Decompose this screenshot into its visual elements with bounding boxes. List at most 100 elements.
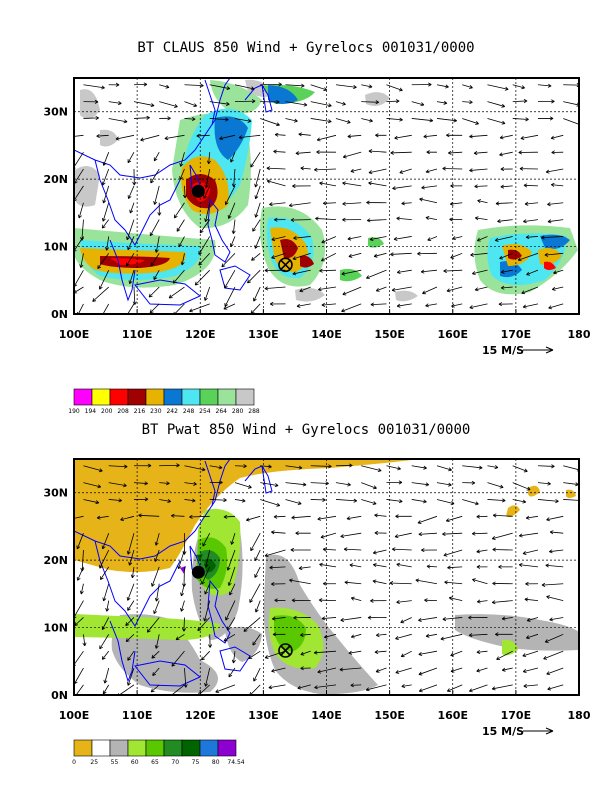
chart2-wind-arrow — [298, 566, 311, 571]
chart2-wind-arrow — [300, 650, 311, 656]
chart2-wind-arrow — [476, 599, 488, 604]
chart1-wind-arrow — [399, 168, 412, 174]
chart2-wind-arrow — [547, 684, 564, 691]
chart2-wind-arrow — [543, 650, 564, 660]
chart2-wind-arrow — [512, 499, 527, 504]
chart2-y-tick-label: 0N — [51, 689, 68, 702]
chart1-wind-arrow — [348, 252, 362, 258]
chart2-wind-arrow — [375, 633, 387, 638]
chart2-wind-arrow — [272, 632, 286, 637]
chart1-wind-arrow — [199, 219, 211, 234]
chart1-wind-arrow — [500, 269, 513, 274]
chart2-wind-arrow — [322, 581, 336, 586]
chart1-wind-arrow — [223, 303, 236, 310]
chart1-wind-arrow — [266, 166, 286, 171]
chart2-wind-arrow — [226, 617, 236, 631]
chart1-y-tick-label: 20N — [43, 173, 68, 186]
chart1-gyre-markers — [191, 184, 293, 273]
chart1-wind-arrow — [426, 150, 437, 155]
chart2-wind-arrow — [443, 549, 463, 557]
chart1-wind-arrow — [159, 84, 170, 89]
chart1-wind-arrow — [321, 302, 337, 307]
chart2-wind-arrow — [223, 633, 236, 642]
chart2-wind-arrow — [228, 583, 236, 596]
chart2-wind-arrow — [189, 514, 210, 519]
chart1-wind-arrow — [550, 134, 564, 140]
chart2-wind-arrow — [180, 600, 185, 612]
chart2-wind-arrow — [204, 667, 211, 687]
chart1-wind-arrow — [537, 83, 552, 88]
chart2-wind-arrow — [108, 482, 127, 488]
chart1-wind-arrow — [499, 134, 513, 140]
chart2-wind-arrow — [234, 464, 247, 469]
chart2-wind-arrow — [450, 650, 463, 657]
chart2-wind-arrow — [525, 633, 539, 640]
chart1-wind-arrow — [203, 185, 211, 200]
chart2-wind-arrow — [245, 515, 261, 522]
chart2-wind-arrow — [175, 633, 185, 641]
chart1-wind-arrow — [547, 202, 564, 207]
chart2-vector-scale-label: 15 M/S — [482, 725, 524, 738]
chart2-wind-arrow — [260, 482, 279, 488]
chart1-wind-arrow — [369, 236, 387, 242]
chart2-wind-arrow — [418, 617, 438, 622]
chart2-shading — [74, 459, 579, 695]
chart2-wind-arrow — [320, 532, 337, 539]
chart1-wind-arrow — [153, 151, 160, 162]
chart1-wind-arrow — [497, 219, 513, 224]
chart1-wind-arrow — [80, 219, 85, 241]
chart2-wind-arrow — [317, 515, 337, 521]
chart2-wind-arrow — [79, 583, 84, 595]
chart2-wind-arrow — [146, 617, 160, 633]
chart1-wind-arrow — [366, 200, 387, 205]
chart1-wind-arrow — [477, 199, 488, 204]
chart1-wind-arrow — [149, 219, 160, 237]
chart2-wind-arrow — [102, 684, 110, 695]
chart1-wind-arrow — [227, 202, 236, 219]
chart2-wind-arrow — [462, 480, 476, 485]
chart2-wind-arrow — [395, 514, 412, 519]
chart2-colorbar: 0 25 55 60 65 70 75 80 74.54 — [72, 739, 245, 766]
chart1-colorbar-swatch — [163, 388, 183, 406]
chart1-wind-arrow — [292, 252, 311, 261]
chart2-wind-arrow — [471, 531, 488, 536]
chart1-wind-arrow — [370, 302, 387, 307]
chart1-wind-arrow — [411, 101, 425, 107]
chart1-y-tick-label: 10N — [43, 241, 68, 254]
chart1-x-tick-label: 120E — [185, 328, 215, 341]
chart2-wind-arrow — [476, 667, 488, 673]
chart2-wind-arrow — [411, 482, 430, 487]
chart2-wind-arrow — [291, 515, 311, 520]
chart1-wind-arrow — [512, 84, 526, 90]
chart2-wind-arrow — [254, 566, 261, 578]
chart2-wind-arrow — [154, 583, 160, 602]
chart2-wind-arrow — [442, 617, 463, 622]
chart2-wind-arrow — [264, 549, 286, 558]
chart1-wind-arrow — [182, 185, 187, 199]
chart1-wind-arrow — [92, 286, 109, 302]
chart1-x-tick-label: 170E — [501, 328, 531, 341]
chart1-wind-arrow — [224, 269, 236, 289]
chart1-colorbar-swatch — [109, 388, 129, 406]
chart2-wind-arrow — [546, 515, 564, 522]
chart2-wind-arrow — [518, 562, 539, 568]
chart2-wind-arrow — [83, 499, 100, 505]
chart1-wind-arrow — [512, 99, 528, 104]
chart2-wind-arrow — [395, 667, 412, 674]
chart1-wind-arrow — [254, 168, 261, 188]
chart1-wind-arrow — [108, 101, 122, 106]
chart1-wind-arrow — [274, 217, 286, 222]
chart1-wind-arrow — [292, 184, 311, 189]
chart1-wind-arrow — [425, 168, 438, 174]
chart1-wind-arrow — [285, 101, 308, 107]
chart1-wind-arrow — [390, 150, 412, 155]
chart2-wind-arrow — [525, 515, 539, 520]
chart1-wind-arrow — [423, 134, 438, 139]
chart1-wind-arrow — [525, 235, 538, 240]
chart2-wind-arrow — [313, 650, 336, 655]
chart2-wind-arrow — [285, 499, 302, 506]
chart2-wind-arrow — [501, 667, 513, 672]
chart1-wind-arrow — [98, 269, 110, 290]
chart2-wind-arrow — [476, 514, 488, 519]
chart2-wind-arrow — [182, 617, 187, 632]
